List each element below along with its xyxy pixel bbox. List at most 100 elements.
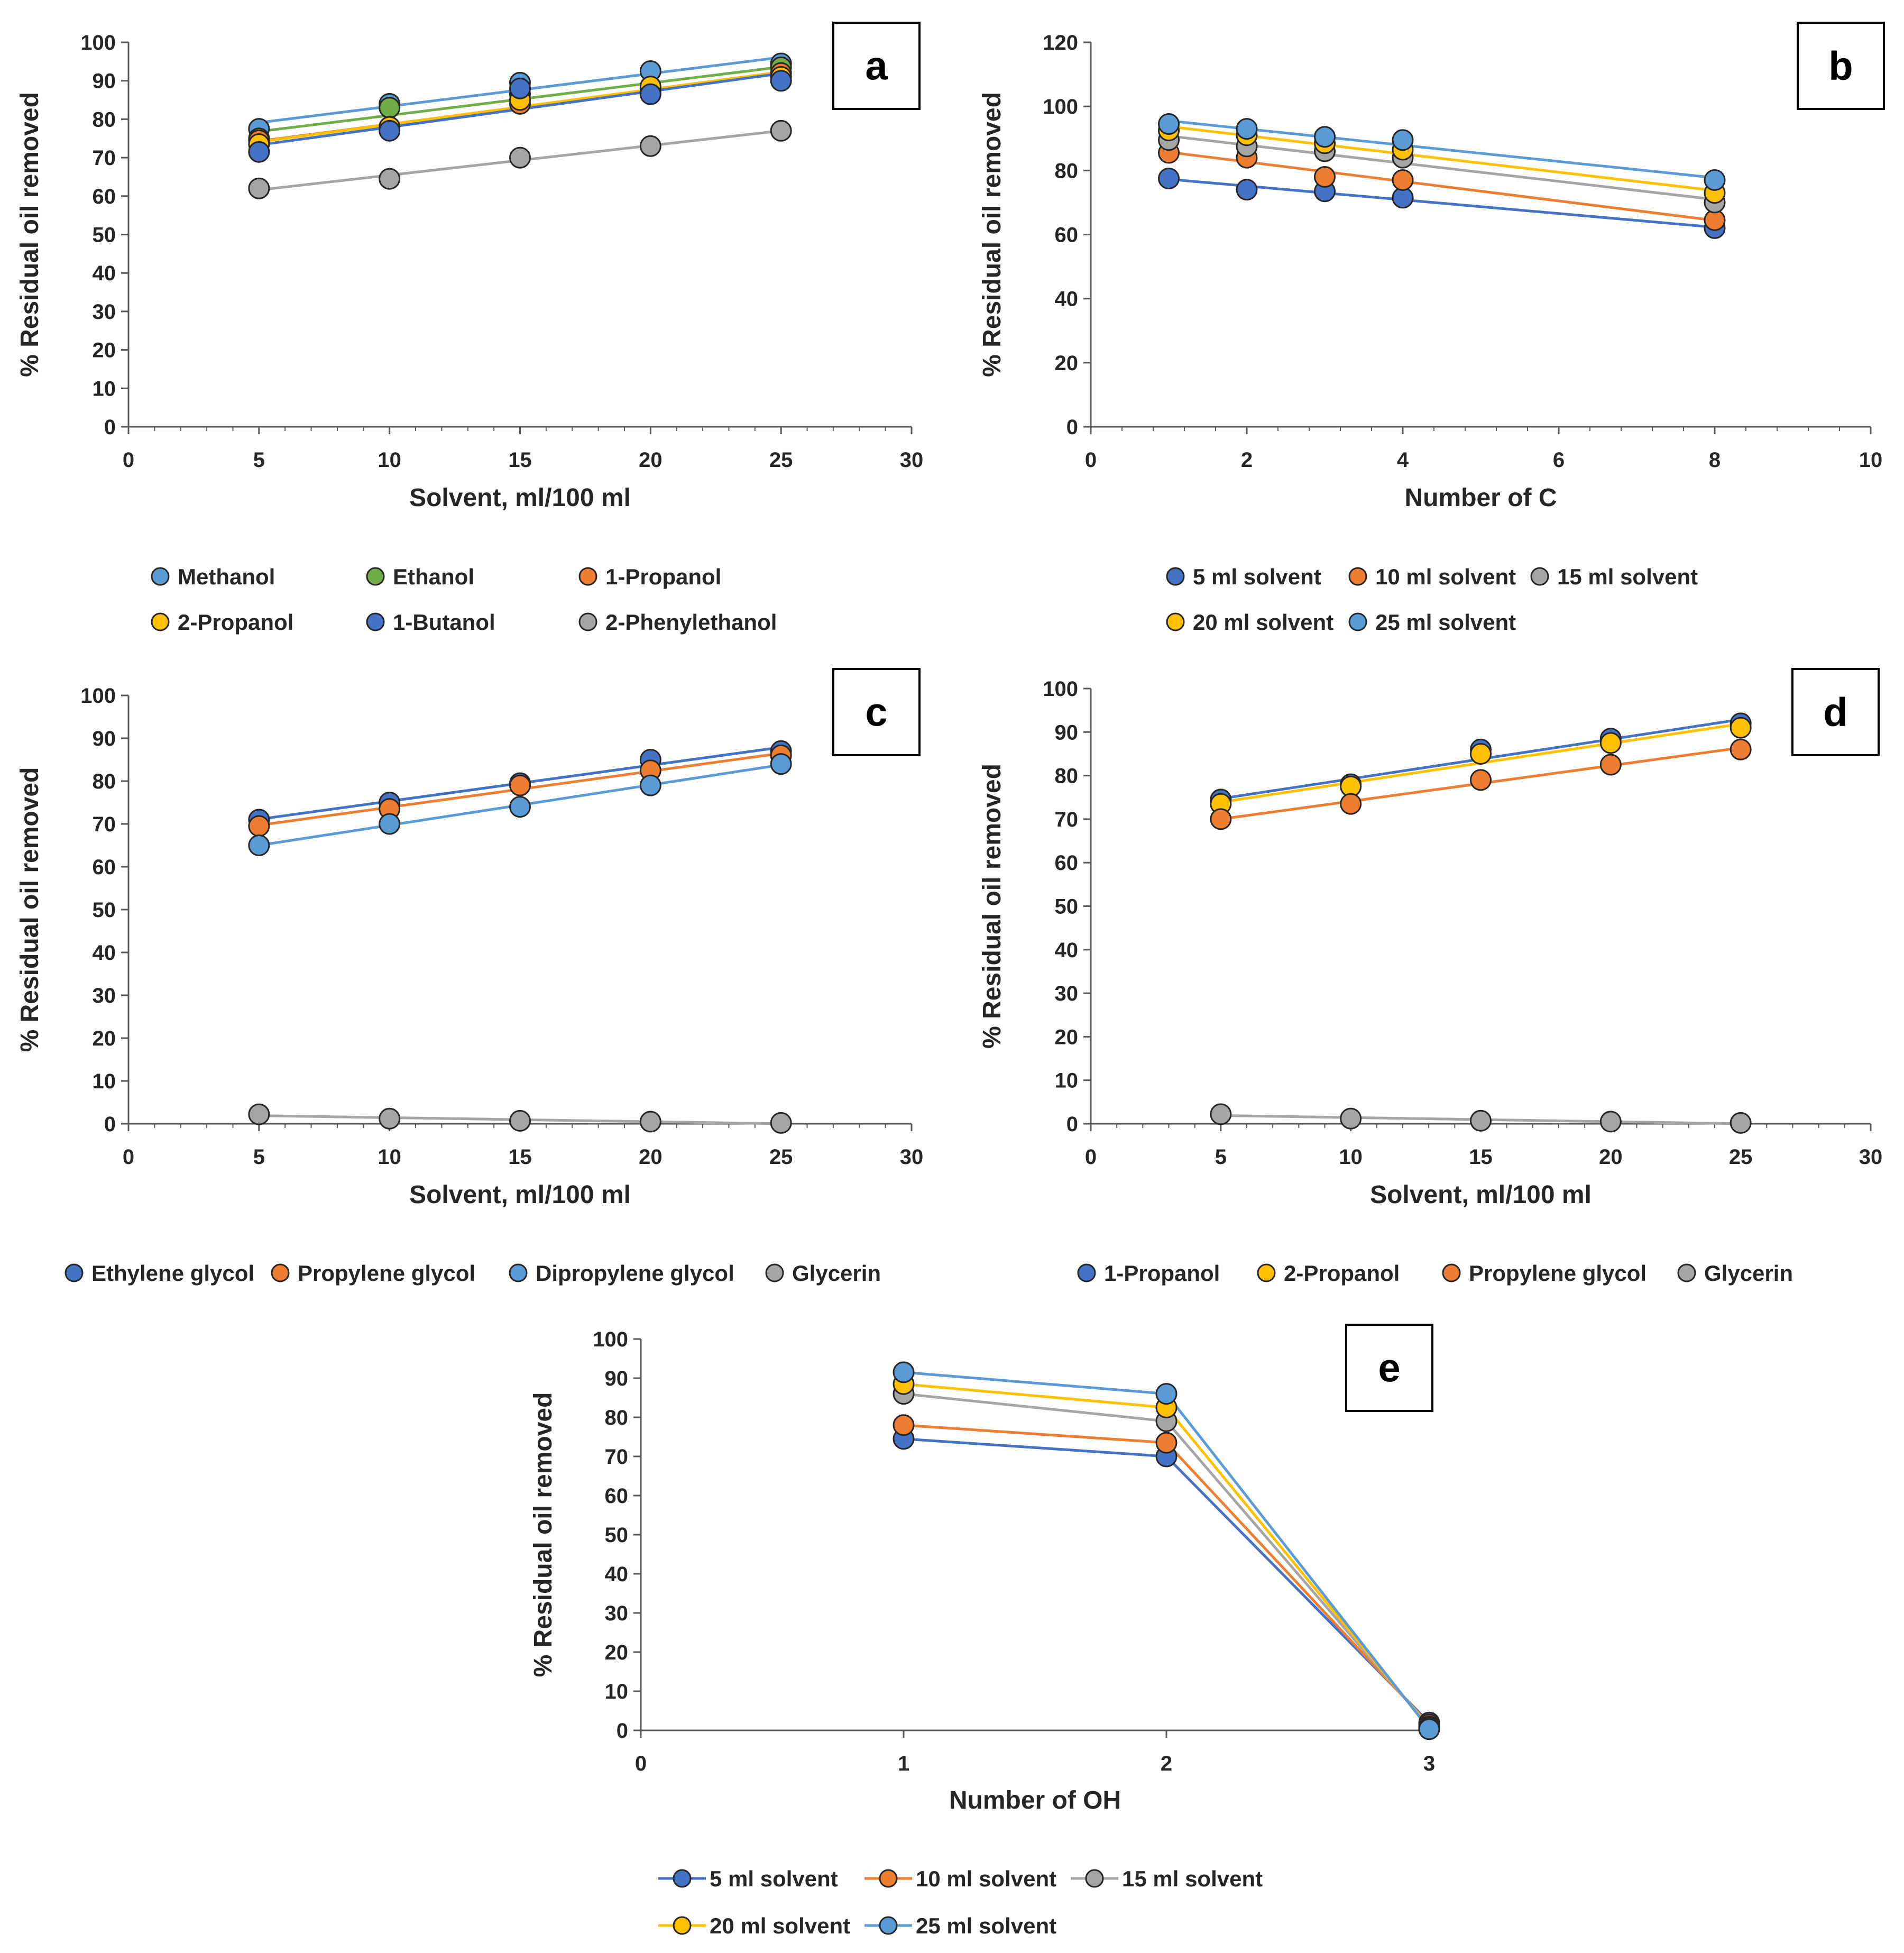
data-point bbox=[379, 97, 401, 119]
legend-label: Propylene glycol bbox=[1469, 1261, 1647, 1286]
y-tick-label: 10 bbox=[93, 1070, 116, 1093]
legend: 1-Propanol 2-Propanol Propylene glycol Glyc… bbox=[1077, 1261, 1793, 1286]
legend-marker bbox=[366, 612, 385, 631]
legend-marker bbox=[366, 567, 385, 586]
legend-marker bbox=[271, 1263, 290, 1282]
data-point bbox=[509, 146, 531, 169]
chart-panel-b: 0 20 40 60 80 100 120 0 2 4 6 8 10 Number of C % Resid… bbox=[978, 22, 1885, 635]
legend-label: 5 ml solvent bbox=[1193, 564, 1321, 589]
data-point bbox=[1236, 118, 1258, 140]
data-point bbox=[1314, 126, 1336, 148]
x-tick-label: 25 bbox=[769, 1145, 793, 1169]
x-tick-label: 20 bbox=[639, 1145, 663, 1169]
data-point bbox=[379, 1107, 401, 1130]
data-point bbox=[1470, 1110, 1492, 1132]
legend-label: 1-Propanol bbox=[1104, 1261, 1220, 1286]
data-point bbox=[1210, 1103, 1232, 1125]
y-tick-label: 80 bbox=[93, 108, 116, 131]
legend-label: 10 ml solvent bbox=[1375, 564, 1516, 589]
legend-marker bbox=[673, 1916, 692, 1935]
y-tick-label: 80 bbox=[605, 1406, 629, 1429]
data-point bbox=[1314, 166, 1336, 188]
data-point bbox=[379, 168, 401, 190]
legend-label: 1-Propanol bbox=[605, 564, 721, 589]
panel-label-box bbox=[832, 668, 921, 756]
legend-marker bbox=[1085, 1869, 1104, 1888]
data-point bbox=[770, 120, 792, 142]
data-point bbox=[379, 813, 401, 835]
x-tick-label: 10 bbox=[378, 1145, 401, 1169]
legend-marker bbox=[1166, 612, 1185, 631]
data-point bbox=[639, 83, 661, 105]
legend-marker bbox=[1348, 612, 1367, 631]
legend-label: Dipropylene glycol bbox=[536, 1261, 734, 1286]
y-tick-label: 70 bbox=[1055, 808, 1079, 831]
trendline bbox=[1169, 125, 1715, 192]
y-tick-label: 40 bbox=[1055, 288, 1079, 311]
legend: 5 ml solvent 10 ml solvent 15 ml solvent 20… bbox=[658, 1866, 1263, 1938]
data-point bbox=[770, 1112, 792, 1134]
legend-marker bbox=[151, 612, 170, 631]
x-tick-label: 10 bbox=[378, 448, 401, 472]
y-tick-label: 40 bbox=[1055, 939, 1079, 962]
x-axis-title: Solvent, ml/100 ml bbox=[409, 484, 631, 512]
y-tick-label: 40 bbox=[93, 262, 116, 285]
data-point bbox=[1158, 113, 1180, 135]
panel-label: d bbox=[1823, 690, 1847, 735]
y-tick-label: 20 bbox=[93, 339, 116, 362]
y-tick-label: 60 bbox=[605, 1484, 629, 1508]
y-tick-label: 30 bbox=[1055, 982, 1079, 1005]
y-tick-label: 60 bbox=[93, 185, 116, 208]
y-tick-label: 90 bbox=[93, 727, 116, 750]
legend-marker bbox=[578, 567, 597, 586]
x-tick-label: 30 bbox=[1859, 1145, 1883, 1169]
y-tick-label: 0 bbox=[104, 1113, 116, 1136]
legend-label: 2-Propanol bbox=[178, 610, 293, 635]
legend-label: 2-Phenylethanol bbox=[605, 610, 777, 635]
data-point bbox=[509, 77, 531, 99]
x-tick-label: 25 bbox=[1729, 1145, 1753, 1169]
y-tick-label: 20 bbox=[1055, 352, 1079, 375]
data-point bbox=[248, 815, 270, 837]
data-point bbox=[1236, 179, 1258, 201]
legend-marker bbox=[1442, 1263, 1461, 1282]
trendline bbox=[1169, 134, 1715, 201]
data-point bbox=[893, 1414, 915, 1436]
legend-marker bbox=[1677, 1263, 1696, 1282]
chart-panel-d: 0 10 20 30 40 50 60 70 80 90 100 0 5 10 15 20 25 30 Solven… bbox=[978, 668, 1883, 1286]
chart-panel-e: 0 10 20 30 40 50 60 70 80 90 100 0 1 2 3 Number of OH % … bbox=[529, 1324, 1440, 1938]
x-tick-label: 10 bbox=[1339, 1145, 1363, 1169]
legend-marker bbox=[1348, 567, 1367, 586]
legend-label: 5 ml solvent bbox=[710, 1866, 838, 1891]
data-point bbox=[248, 835, 270, 856]
x-tick-label: 5 bbox=[253, 1145, 265, 1169]
chart-panel-a: 0 10 20 30 40 50 60 70 80 90 100 0 5 10 15 20 25 30 Solven… bbox=[16, 22, 923, 635]
chart-panel-c: 0 10 20 30 40 50 60 70 80 90 100 0 5 10 15 20 25 30 Solven… bbox=[16, 668, 923, 1286]
y-tick-label: 100 bbox=[80, 31, 116, 54]
y-tick-label: 30 bbox=[93, 984, 116, 1007]
legend-label: 25 ml solvent bbox=[916, 1913, 1056, 1938]
panel-label: e bbox=[1378, 1346, 1400, 1391]
y-tick-label: 90 bbox=[605, 1367, 629, 1390]
data-point bbox=[1392, 169, 1414, 191]
y-tick-label: 60 bbox=[93, 856, 116, 879]
legend-marker bbox=[578, 612, 597, 631]
legend-marker bbox=[1530, 567, 1549, 586]
data-point bbox=[1155, 1383, 1178, 1405]
y-tick-label: 0 bbox=[617, 1719, 628, 1743]
legend-label: Glycerin bbox=[1704, 1261, 1793, 1286]
y-tick-label: 90 bbox=[93, 70, 116, 93]
x-tick-label: 0 bbox=[1085, 1145, 1097, 1169]
x-tick-label: 0 bbox=[123, 448, 134, 472]
data-point bbox=[1704, 169, 1726, 191]
data-point bbox=[509, 774, 531, 796]
x-tick-label: 1 bbox=[898, 1752, 909, 1775]
legend-label: 20 ml solvent bbox=[710, 1913, 850, 1938]
legend-label: Methanol bbox=[178, 564, 275, 589]
data-point bbox=[770, 70, 792, 92]
legend-marker bbox=[765, 1263, 784, 1282]
data-point bbox=[1392, 129, 1414, 151]
x-tick-label: 0 bbox=[635, 1752, 647, 1775]
legend: Methanol Ethanol 1-Propanol 2-Propanol 1-But… bbox=[151, 564, 777, 635]
